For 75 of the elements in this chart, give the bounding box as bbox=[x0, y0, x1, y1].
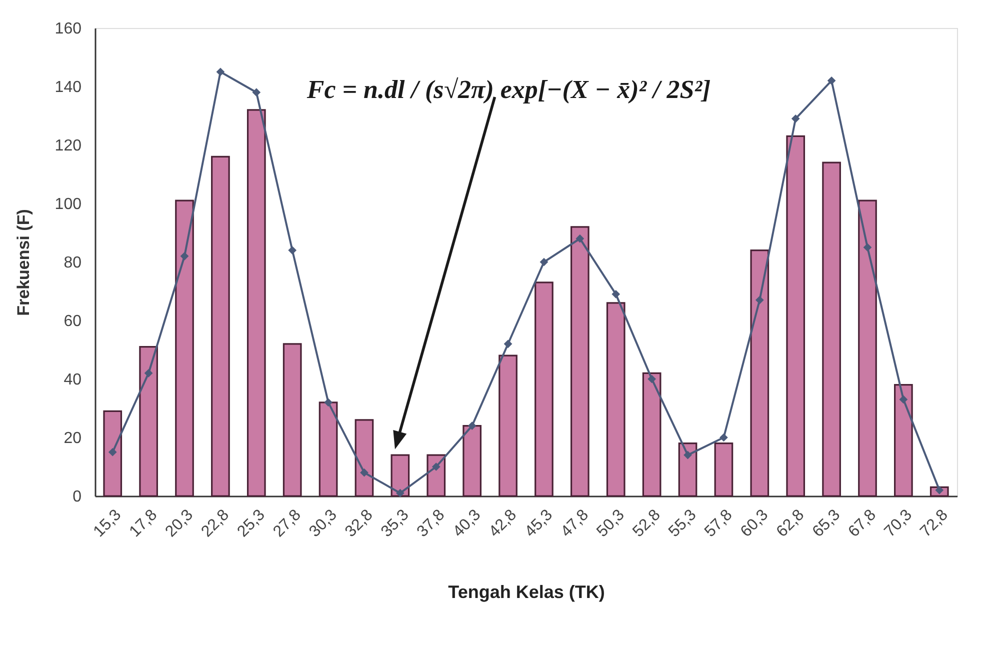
y-tick-label: 0 bbox=[72, 488, 82, 506]
bar bbox=[786, 135, 806, 497]
bar bbox=[246, 109, 266, 497]
bar bbox=[822, 162, 841, 497]
bar bbox=[570, 226, 590, 497]
point bbox=[720, 433, 728, 442]
bar bbox=[678, 442, 698, 497]
x-tick-label: 45,3 bbox=[522, 506, 556, 541]
x-tick-label: 37,8 bbox=[414, 506, 448, 541]
y-tick-label: 140 bbox=[54, 79, 82, 96]
bar bbox=[894, 384, 913, 497]
point bbox=[791, 114, 800, 123]
bar bbox=[390, 454, 410, 497]
point bbox=[468, 422, 476, 430]
x-tick-label: 35,3 bbox=[378, 506, 412, 541]
bar bbox=[498, 354, 518, 497]
x-tick-label: 32,8 bbox=[342, 506, 376, 541]
bar bbox=[282, 343, 302, 497]
point bbox=[648, 374, 656, 384]
point bbox=[899, 395, 908, 404]
point bbox=[216, 68, 225, 76]
point bbox=[396, 488, 404, 498]
x-tick-label: 65,3 bbox=[810, 506, 844, 541]
bar bbox=[642, 372, 662, 497]
point bbox=[432, 462, 440, 471]
point bbox=[108, 448, 117, 456]
x-tick-label: 30,3 bbox=[306, 506, 340, 541]
x-tick-label: 57,8 bbox=[702, 506, 736, 541]
x-tick-label: 47,8 bbox=[558, 506, 592, 541]
y-tick-label: 60 bbox=[64, 313, 82, 330]
point bbox=[504, 340, 512, 348]
point bbox=[827, 76, 836, 85]
bar bbox=[462, 425, 482, 497]
x-axis-title: Tengah Kelas (TK) bbox=[448, 582, 605, 602]
bar bbox=[318, 402, 338, 497]
x-tick-label: 70,3 bbox=[881, 506, 916, 541]
point bbox=[324, 398, 332, 407]
x-tick-label: 67,8 bbox=[845, 506, 880, 541]
x-tick-label: 50,3 bbox=[594, 506, 628, 541]
x-tick-label: 60,3 bbox=[738, 506, 772, 541]
x-tick-label: 42,8 bbox=[486, 506, 520, 541]
bar bbox=[354, 419, 374, 497]
y-tick-label: 80 bbox=[64, 254, 82, 272]
y-tick-label: 20 bbox=[64, 430, 82, 447]
point bbox=[755, 296, 764, 304]
y-tick-label: 100 bbox=[54, 196, 82, 213]
x-tick-label: 40,3 bbox=[450, 506, 484, 541]
x-tick-label: 62,8 bbox=[774, 506, 808, 541]
bar bbox=[534, 282, 554, 497]
point bbox=[360, 468, 368, 477]
y-axis-title: Frekuensi (F) bbox=[14, 209, 33, 316]
y-tick-label: 120 bbox=[54, 138, 82, 154]
bar bbox=[103, 410, 122, 497]
point bbox=[863, 243, 872, 252]
x-tick-label: 52,8 bbox=[630, 506, 664, 541]
point bbox=[144, 368, 153, 378]
y-tick-label: 160 bbox=[54, 20, 82, 38]
point bbox=[612, 290, 620, 298]
bar bbox=[211, 156, 230, 497]
bar bbox=[175, 200, 194, 497]
x-tick-label: 55,3 bbox=[666, 506, 700, 541]
bar bbox=[139, 346, 158, 497]
bar bbox=[714, 442, 734, 497]
point bbox=[180, 252, 189, 260]
point bbox=[540, 258, 548, 266]
bar bbox=[858, 200, 877, 497]
point bbox=[576, 234, 584, 243]
bar bbox=[606, 302, 626, 497]
point bbox=[684, 450, 692, 460]
point bbox=[252, 88, 261, 97]
bar bbox=[750, 250, 770, 497]
annotation: Fc = n.dl / (s√2π) exp[−(X − x̄)² / 2S²] bbox=[306, 75, 711, 104]
point bbox=[288, 246, 297, 254]
x-tick-label: 72,8 bbox=[917, 506, 952, 541]
y-tick-label: 40 bbox=[64, 372, 82, 388]
